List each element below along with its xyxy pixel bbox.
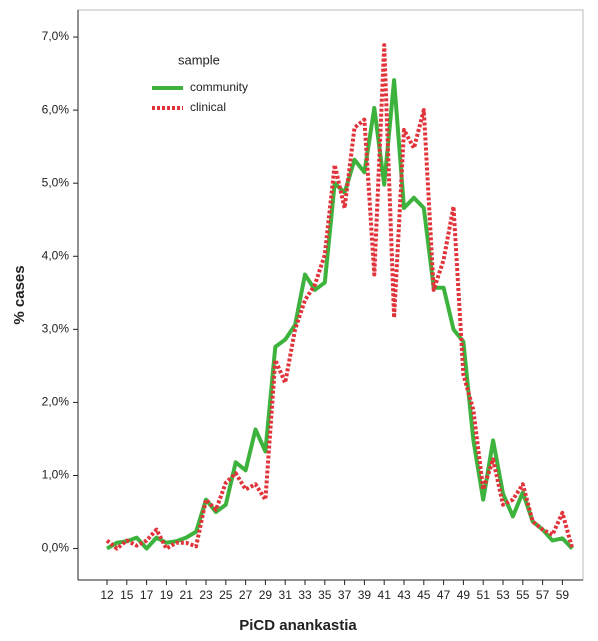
y-tick-label: 4,0% bbox=[42, 248, 70, 262]
x-tick-label: 33 bbox=[298, 588, 312, 602]
x-tick-label: 23 bbox=[199, 588, 213, 602]
y-tick-label: 3,0% bbox=[42, 322, 70, 336]
x-tick-label: 12 bbox=[100, 588, 114, 602]
y-tick-label: 2,0% bbox=[42, 395, 70, 409]
x-tick-label: 19 bbox=[160, 588, 174, 602]
x-axis-title: PiCD anankastia bbox=[239, 617, 357, 634]
x-tick-label: 43 bbox=[397, 588, 411, 602]
x-tick-label: 41 bbox=[378, 588, 392, 602]
x-tick-label: 27 bbox=[239, 588, 253, 602]
x-tick-label: 25 bbox=[219, 588, 233, 602]
x-tick-label: 21 bbox=[180, 588, 194, 602]
y-tick-label: 5,0% bbox=[42, 175, 70, 189]
legend-label: clinical bbox=[190, 100, 226, 114]
x-tick-label: 57 bbox=[536, 588, 550, 602]
y-axis-title: % cases bbox=[11, 265, 28, 324]
y-tick-label: 7,0% bbox=[42, 29, 70, 43]
x-tick-label: 35 bbox=[318, 588, 332, 602]
y-tick-label: 0,0% bbox=[42, 541, 70, 555]
x-tick-label: 51 bbox=[477, 588, 491, 602]
x-tick-label: 49 bbox=[457, 588, 471, 602]
x-tick-label: 15 bbox=[120, 588, 134, 602]
x-tick-label: 29 bbox=[259, 588, 273, 602]
x-tick-label: 31 bbox=[279, 588, 293, 602]
y-tick-label: 6,0% bbox=[42, 102, 70, 116]
x-tick-label: 47 bbox=[437, 588, 451, 602]
series-line bbox=[105, 43, 575, 551]
y-tick-label: 1,0% bbox=[42, 468, 70, 482]
legend-label: community bbox=[190, 80, 248, 94]
x-tick-label: 37 bbox=[338, 588, 352, 602]
x-tick-label: 17 bbox=[140, 588, 154, 602]
x-tick-label: 39 bbox=[358, 588, 372, 602]
x-tick-label: 55 bbox=[516, 588, 530, 602]
x-tick-label: 53 bbox=[496, 588, 510, 602]
legend-title: sample bbox=[178, 52, 220, 67]
x-tick-label: 59 bbox=[556, 588, 570, 602]
x-tick-label: 45 bbox=[417, 588, 431, 602]
plot-area bbox=[77, 9, 584, 581]
